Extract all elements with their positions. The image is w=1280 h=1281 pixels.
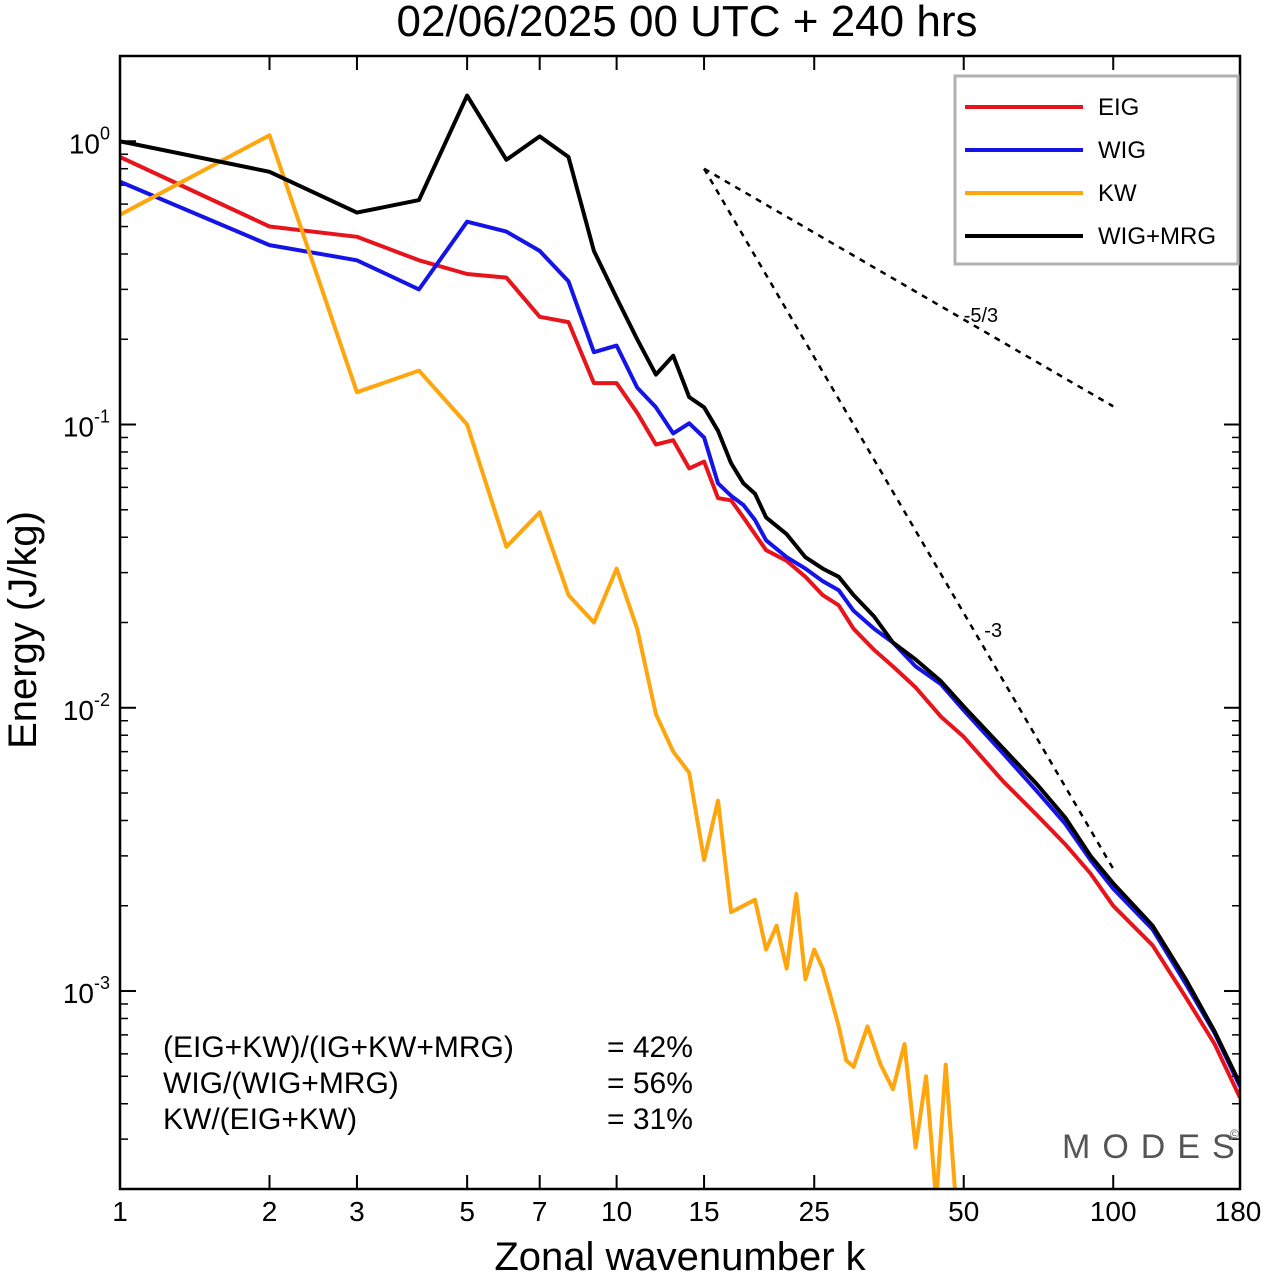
ratio-label: KW/(EIG+KW) <box>163 1103 357 1136</box>
slope-label: -3 <box>984 620 1002 642</box>
ratio-annotations: (EIG+KW)/(IG+KW+MRG) = 42% WIG/(WIG+MRG) = … <box>163 1031 693 1136</box>
slope-label: -5/3 <box>964 305 998 327</box>
legend-label: EIG <box>1098 94 1139 121</box>
ratio-value: = 56% <box>607 1067 693 1100</box>
watermark: MODES © <box>1062 1127 1247 1166</box>
x-tick-label: 25 <box>799 1196 830 1227</box>
reference-slope-lines <box>702 167 1115 870</box>
legend-label: WIG+MRG <box>1098 223 1216 250</box>
x-tick-label: 5 <box>459 1196 475 1227</box>
x-tick-label: 1 <box>112 1196 128 1227</box>
series-line-wig <box>120 179 1240 1088</box>
x-tick-label: 7 <box>532 1196 548 1227</box>
reference-slope-labels: -5/3 -3 <box>964 305 1002 642</box>
ratio-label: (EIG+KW)/(IG+KW+MRG) <box>163 1031 514 1064</box>
legend-label: WIG <box>1098 137 1146 164</box>
watermark-mark: © <box>1230 1127 1239 1141</box>
x-axis-label: Zonal wavenumber k <box>494 1235 866 1279</box>
y-tick-label: 100 <box>69 123 110 159</box>
series-line-wig-mrg <box>120 93 1240 1085</box>
ratio-label: WIG/(WIG+MRG) <box>163 1067 399 1100</box>
y-tick-label: 10-2 <box>63 690 110 726</box>
legend-label: KW <box>1098 180 1137 207</box>
data-series <box>120 93 1240 1189</box>
y-tick-label: 10-3 <box>63 973 110 1009</box>
y-axis-label: Energy (J/kg) <box>1 511 45 749</box>
series-line-kw <box>120 133 957 1189</box>
x-tick-label: 50 <box>948 1196 979 1227</box>
x-tick-label: 3 <box>349 1196 365 1227</box>
legend-items: EIG WIG KW WIG+MRG <box>965 94 1216 250</box>
x-tick-label: 10 <box>601 1196 632 1227</box>
y-tick-label: 10-1 <box>63 407 110 443</box>
plot-frame <box>118 54 1242 1191</box>
x-tick-label: 180 <box>1215 1196 1262 1227</box>
series-line-eig <box>120 155 1240 1099</box>
x-tick-label: 15 <box>688 1196 719 1227</box>
watermark-text: MODES <box>1062 1128 1247 1166</box>
slope-line <box>702 168 1115 870</box>
x-tick-label: 2 <box>262 1196 278 1227</box>
axis-tick-labels: 1 2 3 5 7 10 15 25 50 100 180 100 10-1 10-2 10-3 <box>63 123 1262 1227</box>
ratio-value: = 31% <box>607 1103 693 1136</box>
chart-title: 02/06/2025 00 UTC + 240 hrs <box>397 0 978 46</box>
ratio-value: = 42% <box>607 1031 693 1064</box>
x-tick-label: 100 <box>1090 1196 1137 1227</box>
legend: EIG WIG KW WIG+MRG <box>953 74 1240 266</box>
